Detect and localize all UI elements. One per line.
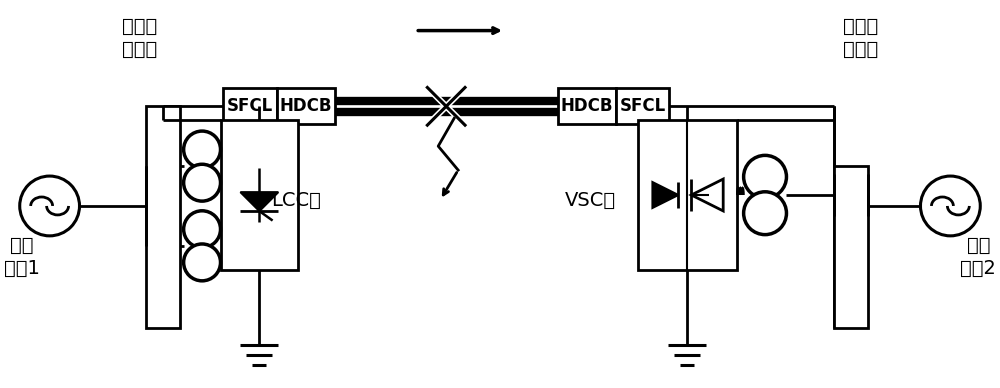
Bar [221,120,298,270]
Bar [834,166,868,327]
Text: 交流
电网1: 交流 电网1 [4,236,40,278]
Circle shape [744,192,786,235]
Circle shape [20,176,80,236]
Text: HDCB: HDCB [560,97,613,115]
Bar [616,88,669,124]
Text: SFCL: SFCL [227,97,273,115]
Circle shape [184,131,221,168]
Text: LCC站: LCC站 [271,191,321,210]
Bar [223,88,277,124]
Text: 交流
电网2: 交流 电网2 [960,236,996,278]
Circle shape [744,155,786,198]
Polygon shape [652,182,678,208]
Text: SFCL: SFCL [619,97,666,115]
Polygon shape [691,179,723,211]
Text: 整流侧
变压器: 整流侧 变压器 [122,17,157,59]
Circle shape [184,211,221,248]
Polygon shape [240,192,278,211]
Circle shape [184,244,221,281]
Circle shape [184,164,221,201]
Bar [146,106,180,327]
Bar [277,88,335,124]
Bar [558,88,616,124]
Bar [638,120,737,270]
Text: HDCB: HDCB [279,97,332,115]
Text: VSC站: VSC站 [565,191,616,210]
Text: 逆变侧
变压器: 逆变侧 变压器 [843,17,878,59]
Circle shape [920,176,980,236]
